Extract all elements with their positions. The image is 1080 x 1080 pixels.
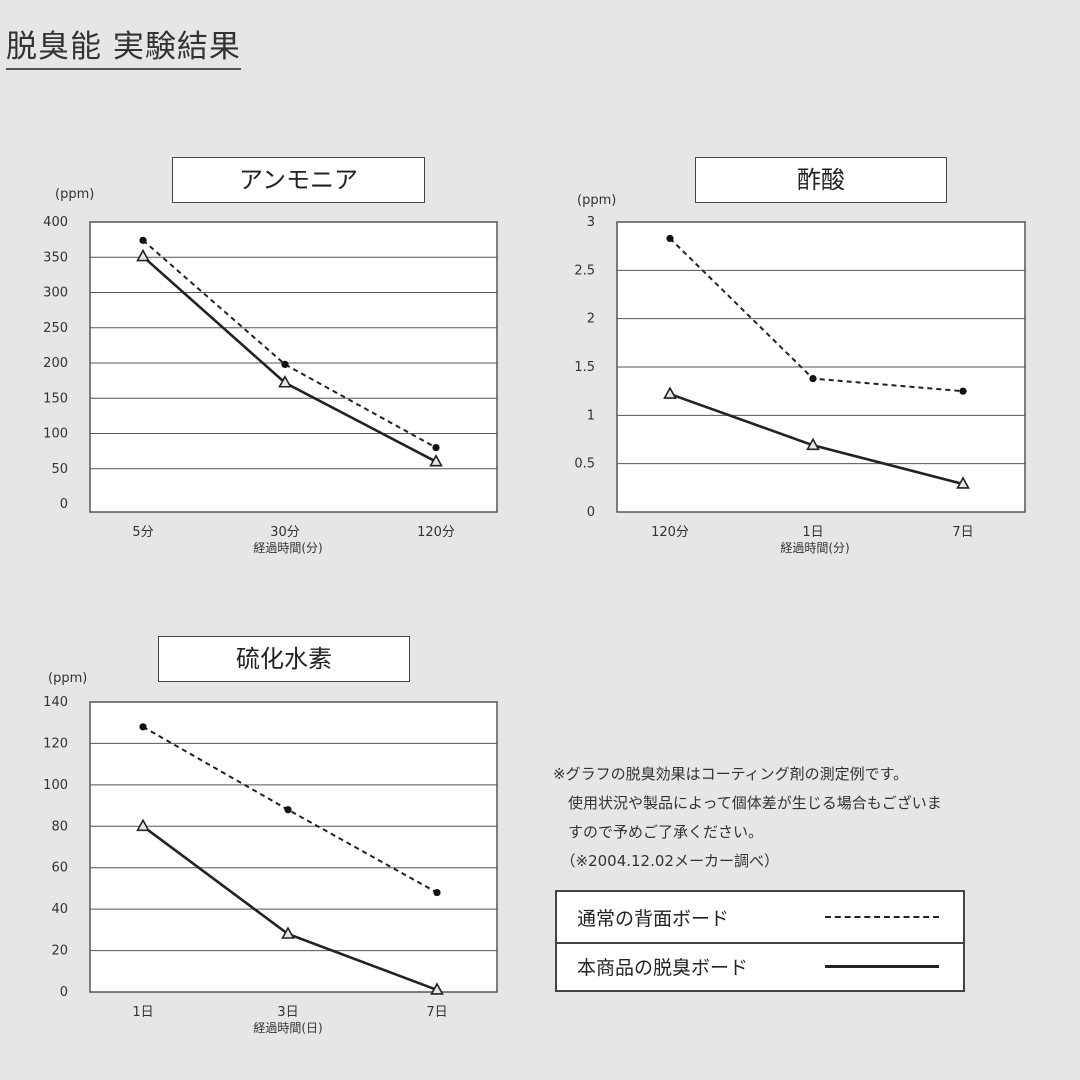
x-tick-label: 3日 [277,1005,298,1020]
x-tick-label: 120分 [651,525,689,540]
data-point-dot [139,236,147,244]
legend-dashed-line [825,916,939,918]
y-tick-label: 0 [587,505,595,520]
disclaimer-note: ※グラフの脱臭効果はコーティング剤の測定例です。 使用状況や製品によって個体差が… [553,760,1073,876]
y-tick-label: 80 [51,819,68,834]
plot-area [89,701,498,993]
data-point-dot [959,387,967,395]
data-point-triangle [136,818,150,832]
x-tick-label: 30分 [270,525,300,540]
y-tick-label: 140 [43,695,68,710]
y-tick-label: 50 [51,462,68,477]
note-line: すので予めご了承ください。 [553,823,764,841]
data-point-triangle [806,437,820,451]
legend-row-standard-board: 通常の背面ボード [557,892,963,944]
y-unit-label: (ppm) [55,187,94,202]
y-tick-label: 60 [51,861,68,876]
data-point-triangle [278,375,292,388]
x-tick-label: 120分 [417,525,455,540]
y-tick-label: 0 [60,497,68,512]
y-tick-label: 1.5 [574,360,595,375]
data-point-dot [139,723,147,731]
legend-label: 本商品の脱臭ボード [577,956,749,979]
data-point-dot [809,375,817,383]
data-point-triangle [430,982,444,995]
y-tick-label: 100 [43,427,68,442]
x-tick-label: 7日 [952,525,973,540]
note-line: （※2004.12.02メーカー調べ） [553,852,779,870]
page-title: 脱臭能 実験結果 [6,28,241,70]
x-axis-label: 経過時間(日) [253,1021,322,1035]
data-point-triangle [956,476,970,489]
y-tick-label: 150 [43,391,68,406]
y-tick-label: 40 [51,902,68,917]
x-axis-label: 経過時間(分) [253,541,322,555]
y-unit-label: (ppm) [48,671,87,686]
data-point-triangle [429,454,443,467]
y-tick-label: 300 [43,286,68,301]
y-tick-label: 20 [51,944,68,959]
y-tick-label: 100 [43,778,68,793]
data-point-dot [281,360,289,369]
y-tick-label: 2.5 [574,263,595,278]
y-tick-label: 3 [587,215,595,230]
data-point-triangle [281,926,295,939]
chart-title-hydrogen-sulfide: 硫化水素 [158,636,410,682]
x-tick-label: 5分 [132,525,153,540]
y-tick-label: 200 [43,356,68,371]
y-tick-label: 120 [43,736,68,751]
y-tick-label: 2 [587,312,595,327]
y-tick-label: 350 [43,250,68,265]
note-line: 使用状況や製品によって個体差が生じる場合もございま [553,794,942,812]
legend-label: 通常の背面ボード [577,907,730,930]
legend-row-deodorizing-board: 本商品の脱臭ボード [557,942,963,990]
legend: 通常の背面ボード 本商品の脱臭ボード [555,890,965,992]
y-unit-label: (ppm) [577,193,616,208]
data-point-dot [284,806,292,814]
y-tick-label: 0 [60,985,68,1000]
x-tick-label: 7日 [426,1005,447,1020]
note-line: ※グラフの脱臭効果はコーティング剤の測定例です。 [553,765,909,783]
x-tick-label: 1日 [802,525,823,540]
data-point-triangle [663,386,677,399]
data-point-triangle [136,248,150,262]
y-tick-label: 1 [587,408,595,423]
chart-title-acetic-acid: 酢酸 [695,157,947,203]
legend-solid-line [825,964,939,968]
data-point-dot [666,234,674,243]
y-tick-label: 0.5 [574,457,595,472]
chart-title-ammonia: アンモニア [172,157,425,203]
y-tick-label: 400 [43,215,68,230]
x-axis-label: 経過時間(分) [780,541,849,555]
series-line-standard-board [142,725,438,894]
data-point-dot [433,888,441,897]
x-tick-label: 1日 [132,1005,153,1020]
y-tick-label: 250 [43,321,68,336]
data-point-dot [432,444,440,452]
